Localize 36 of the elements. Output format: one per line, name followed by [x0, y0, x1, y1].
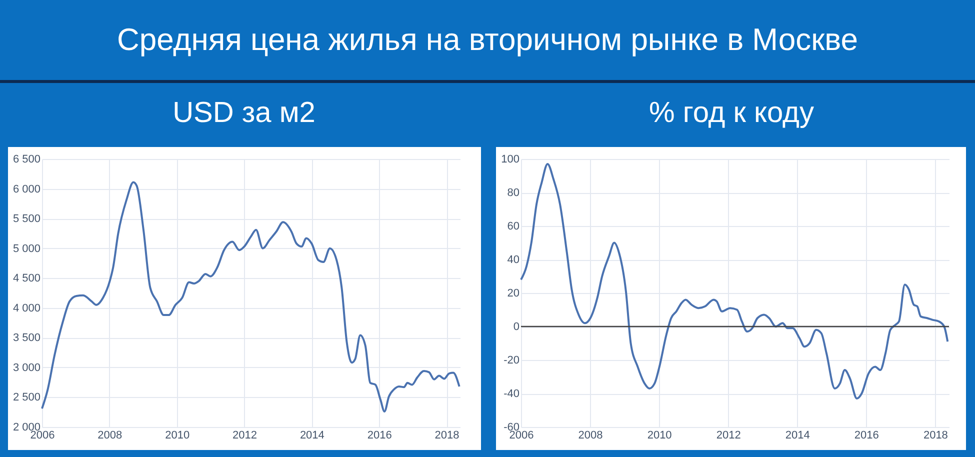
chart-title: Средняя цена жилья на вторичном рынке в Москве	[0, 0, 975, 83]
y-tick-label: 0	[513, 321, 520, 333]
x-tick-label: 2014	[785, 430, 810, 442]
y-tick-label: 4 500	[12, 272, 40, 285]
y-tick-label: 40	[507, 254, 520, 266]
x-tick-label: 2012	[232, 430, 257, 442]
y-tick-label: -40	[504, 388, 520, 400]
chart-subtitle: USD за м2	[172, 96, 316, 131]
y-tick-label: 6 000	[12, 183, 40, 196]
y-tick-label: 20	[507, 288, 520, 300]
y-tick-label: 3 000	[12, 362, 40, 374]
x-tick-label: 2018	[434, 430, 460, 442]
y-tick-label: -20	[504, 354, 520, 366]
y-tick-label: 4 000	[12, 302, 40, 314]
y-tick-label: 100	[501, 154, 520, 166]
x-tick-label: 2010	[165, 430, 190, 442]
y-tick-label: 6 500	[12, 154, 40, 166]
line-series	[520, 163, 949, 400]
x-tick-label: 2006	[30, 430, 55, 442]
y-tick-label: 5 000	[12, 242, 40, 255]
x-tick-label: 2012	[716, 430, 741, 442]
x-tick-label: 2008	[578, 430, 603, 442]
x-tick-label: 2016	[854, 430, 879, 442]
x-tick-label: 2016	[367, 430, 392, 442]
x-tick-label: 2014	[300, 430, 324, 442]
y-tick-label: 2 500	[12, 392, 40, 404]
y-tick-label: 80	[507, 187, 520, 199]
line-series	[41, 181, 460, 413]
y-tick-label: 5 500	[12, 213, 40, 226]
x-tick-label: 2006	[509, 430, 534, 442]
y-tick-label: 3 500	[12, 332, 40, 344]
x-tick-label: 2018	[923, 430, 948, 442]
y-tick-label: 60	[507, 220, 520, 232]
x-tick-label: 2008	[98, 430, 122, 442]
chart-subtitle: % год к коду	[648, 96, 815, 131]
x-tick-label: 2010	[647, 430, 672, 442]
